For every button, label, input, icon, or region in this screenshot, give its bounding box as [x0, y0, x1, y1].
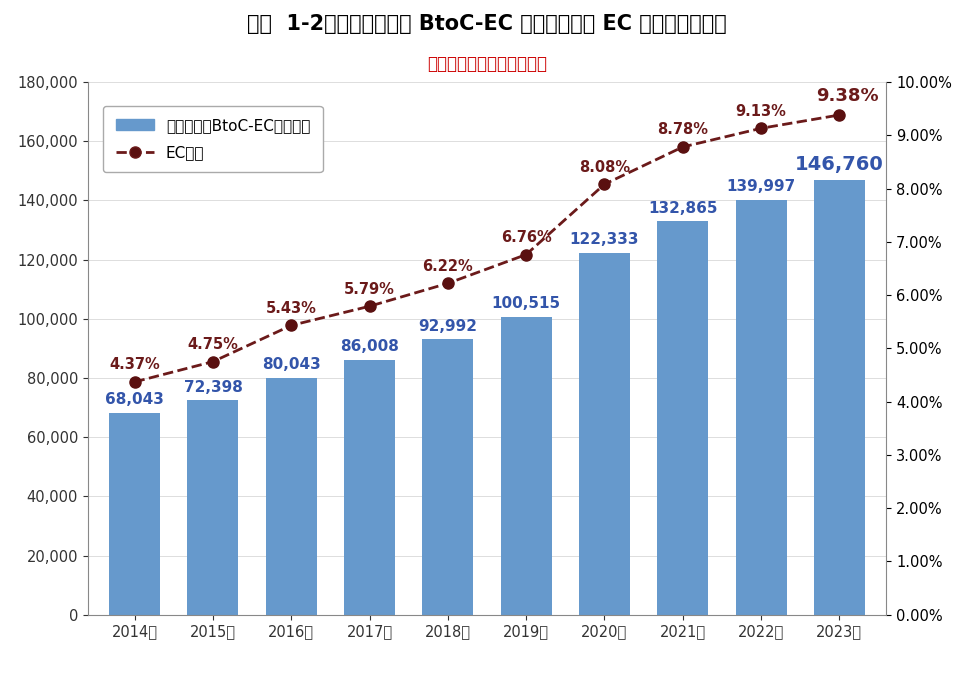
Text: 9.38%: 9.38% [816, 87, 879, 105]
Text: 4.75%: 4.75% [188, 337, 239, 352]
Bar [344, 360, 395, 615]
Text: 68,043: 68,043 [105, 393, 164, 407]
Text: 92,992: 92,992 [419, 318, 477, 333]
Bar [735, 200, 787, 615]
Bar [579, 253, 630, 615]
Text: 6.22%: 6.22% [423, 259, 473, 274]
Text: 132,865: 132,865 [648, 201, 718, 216]
Text: （市場規模の単位：億円）: （市場規模の単位：億円） [427, 55, 547, 72]
Bar [814, 180, 865, 615]
Text: 80,043: 80,043 [262, 357, 320, 372]
Text: 122,333: 122,333 [570, 232, 639, 247]
Bar [423, 339, 473, 615]
Text: 8.08%: 8.08% [579, 160, 630, 175]
Text: 8.78%: 8.78% [657, 122, 708, 137]
Text: 4.37%: 4.37% [109, 357, 160, 372]
Text: 図表  1-2：物販系分野の BtoC-EC 市場規模及び EC 化率の経年推移: 図表 1-2：物販系分野の BtoC-EC 市場規模及び EC 化率の経年推移 [247, 14, 727, 33]
Text: 5.79%: 5.79% [344, 281, 395, 296]
Text: 6.76%: 6.76% [501, 230, 551, 245]
Bar [657, 221, 708, 615]
Text: 139,997: 139,997 [727, 180, 796, 195]
Text: 86,008: 86,008 [340, 339, 399, 354]
Text: 146,760: 146,760 [795, 156, 883, 174]
Bar [501, 317, 551, 615]
Text: 72,398: 72,398 [183, 380, 243, 395]
Text: 9.13%: 9.13% [735, 104, 786, 119]
Legend: 物販系分野BtoC-EC市場規模, EC化率: 物販系分野BtoC-EC市場規模, EC化率 [103, 106, 322, 172]
Bar [266, 378, 317, 615]
Bar [188, 400, 239, 615]
Text: 5.43%: 5.43% [266, 301, 317, 316]
Bar [109, 413, 160, 615]
Text: 100,515: 100,515 [492, 296, 561, 311]
